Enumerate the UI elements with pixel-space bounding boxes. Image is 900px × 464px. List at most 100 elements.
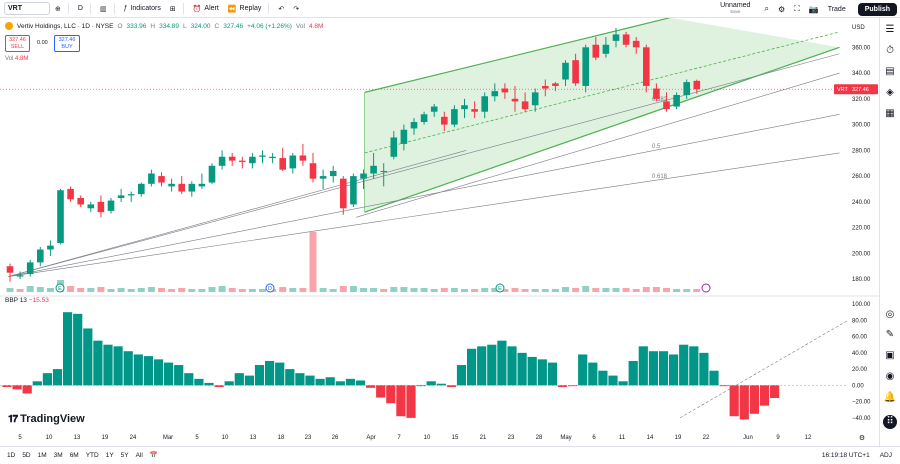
volume-bar — [178, 288, 186, 292]
volume-bar — [673, 289, 681, 292]
symbol-legend: Vertiv Holdings, LLC · 1D · NYSE O 333.96… — [5, 22, 323, 30]
clock-timezone[interactable]: 16:19:18 UTC+1 — [821, 452, 870, 459]
candle — [158, 172, 165, 187]
compare-symbol-button[interactable]: ⊕ — [55, 5, 61, 13]
chart-type-button[interactable]: ▥ — [100, 5, 107, 13]
candle-body — [168, 183, 175, 187]
candle — [340, 176, 347, 215]
watchlist-icon[interactable]: ☰ — [885, 24, 895, 35]
range-ytd-button[interactable]: YTD — [85, 451, 99, 459]
range-5y-button[interactable]: 5Y — [120, 451, 129, 459]
fullscreen-icon[interactable]: ⛶ — [794, 4, 800, 13]
candle — [218, 150, 226, 170]
time-tick-label: 21 — [480, 435, 487, 441]
settings-gear-icon[interactable]: ⚙ — [777, 4, 786, 14]
apps-grid-icon[interactable]: ⠿ — [883, 415, 897, 429]
sell-button[interactable]: 327.46 SELL — [5, 35, 30, 52]
right-sidebar: ☰ ⏱ ▤ ◈ ▦ ◎ ✎ ▣ ◉ 🔔 ⠿ — [879, 18, 900, 446]
templates-button[interactable]: ⊞ — [170, 5, 176, 13]
candle — [410, 118, 418, 135]
range-1d-button[interactable]: 1D — [7, 451, 16, 459]
candle-body — [663, 101, 670, 110]
date-range-calendar-icon[interactable]: 📅 — [149, 452, 158, 459]
candle — [37, 246, 44, 267]
volume-bar — [339, 286, 347, 292]
calendar-icon[interactable]: ▦ — [885, 108, 895, 119]
candle-body — [632, 40, 640, 48]
bbp-bar — [507, 346, 517, 386]
replay-button[interactable]: ⏪ Replay — [228, 5, 262, 13]
search-icon[interactable]: ⌕ — [764, 4, 769, 13]
adj-toggle[interactable]: ADJ — [879, 452, 892, 459]
layout-name-button[interactable]: Unnamed Save — [720, 2, 750, 15]
candle-body — [198, 183, 206, 187]
fib-fan-line — [8, 152, 840, 277]
candle — [249, 152, 256, 169]
volume-legend[interactable]: Vol 4.8M — [5, 56, 28, 62]
camera-icon[interactable]: 📷 — [808, 4, 819, 14]
buy-button[interactable]: 327.46 BUY — [54, 35, 80, 52]
candle — [643, 44, 650, 93]
undo-button[interactable]: ↶ — [278, 5, 284, 13]
candle-body — [481, 96, 488, 112]
candle — [370, 152, 377, 179]
candle — [653, 83, 660, 102]
candle — [663, 92, 670, 112]
candle-body — [148, 173, 155, 184]
layers-icon[interactable]: ◈ — [886, 87, 894, 98]
candle — [632, 37, 640, 54]
channel-upper-line — [364, 18, 671, 93]
redo-button[interactable]: ↷ — [293, 5, 299, 13]
price-tick-label: 220.00 — [852, 226, 871, 232]
alerts-clock-icon[interactable]: ⏱ — [886, 45, 894, 56]
candle-body — [67, 188, 74, 200]
symbol-search-input[interactable]: VRT — [4, 2, 50, 15]
trade-button[interactable]: Trade — [827, 5, 846, 13]
bbp-bar — [22, 385, 32, 394]
events-calendar-icon[interactable]: ▣ — [885, 350, 895, 361]
broadcast-icon[interactable]: ◉ — [885, 371, 895, 382]
range-1m-button[interactable]: 1M — [37, 451, 47, 459]
volume-bar — [309, 232, 317, 292]
bbp-legend[interactable]: BBP 13 −15.53 — [5, 297, 49, 304]
range-1y-button[interactable]: 1Y — [105, 451, 114, 459]
notifications-bell-icon[interactable]: 🔔 — [883, 392, 897, 403]
indicators-button[interactable]: ƒ Indicators — [124, 5, 161, 12]
volume-bar — [531, 289, 539, 292]
publish-button[interactable]: Publish — [857, 2, 897, 16]
volume-bar — [551, 289, 559, 292]
time-tick-label: 12 — [805, 435, 812, 441]
volume-bar — [87, 288, 95, 292]
fib-fan-line — [356, 72, 840, 218]
candle-body — [239, 160, 246, 162]
hotlist-icon[interactable]: ▤ — [885, 66, 895, 77]
tradingview-logo[interactable]: 𝟏𝟕 TradingView — [8, 413, 85, 425]
bbp-bar — [709, 370, 719, 386]
event-marker-label: E — [498, 286, 502, 292]
volume-bar — [501, 289, 509, 292]
chart-canvas[interactable]: 0.382 0.5 0.618 E D E USD 360.00 340.00 320.00 3… — [0, 18, 879, 446]
change-value: +4.06 (+1.26%) — [247, 22, 292, 30]
interval-button[interactable]: D — [78, 5, 83, 12]
price-tick-label: 280.00 — [852, 148, 871, 154]
candle-body — [208, 165, 216, 183]
volume-bar — [562, 287, 569, 292]
symbol-title[interactable]: Vertiv Holdings, LLC · 1D · NYSE — [17, 22, 114, 30]
candle — [87, 201, 95, 213]
time-tick-label: 19 — [102, 435, 109, 441]
ideas-icon[interactable]: ✎ — [885, 329, 895, 340]
candle-body — [622, 34, 630, 45]
range-all-button[interactable]: All — [135, 451, 143, 459]
time-tick-label: 18 — [278, 435, 285, 441]
redo-icon: ↷ — [293, 5, 300, 13]
range-5d-button[interactable]: 5D — [22, 451, 31, 459]
target-icon[interactable]: ◎ — [885, 309, 895, 320]
time-tick-label: 24 — [130, 435, 137, 441]
axis-settings-gear-icon[interactable]: ⚙ — [859, 434, 865, 442]
volume-bars — [6, 232, 701, 292]
range-3m-button[interactable]: 3M — [53, 451, 63, 459]
bbp-bar — [396, 385, 406, 417]
volume-bar — [400, 287, 408, 292]
alert-button[interactable]: ⏰ Alert — [193, 5, 219, 13]
range-6m-button[interactable]: 6M — [69, 451, 79, 459]
